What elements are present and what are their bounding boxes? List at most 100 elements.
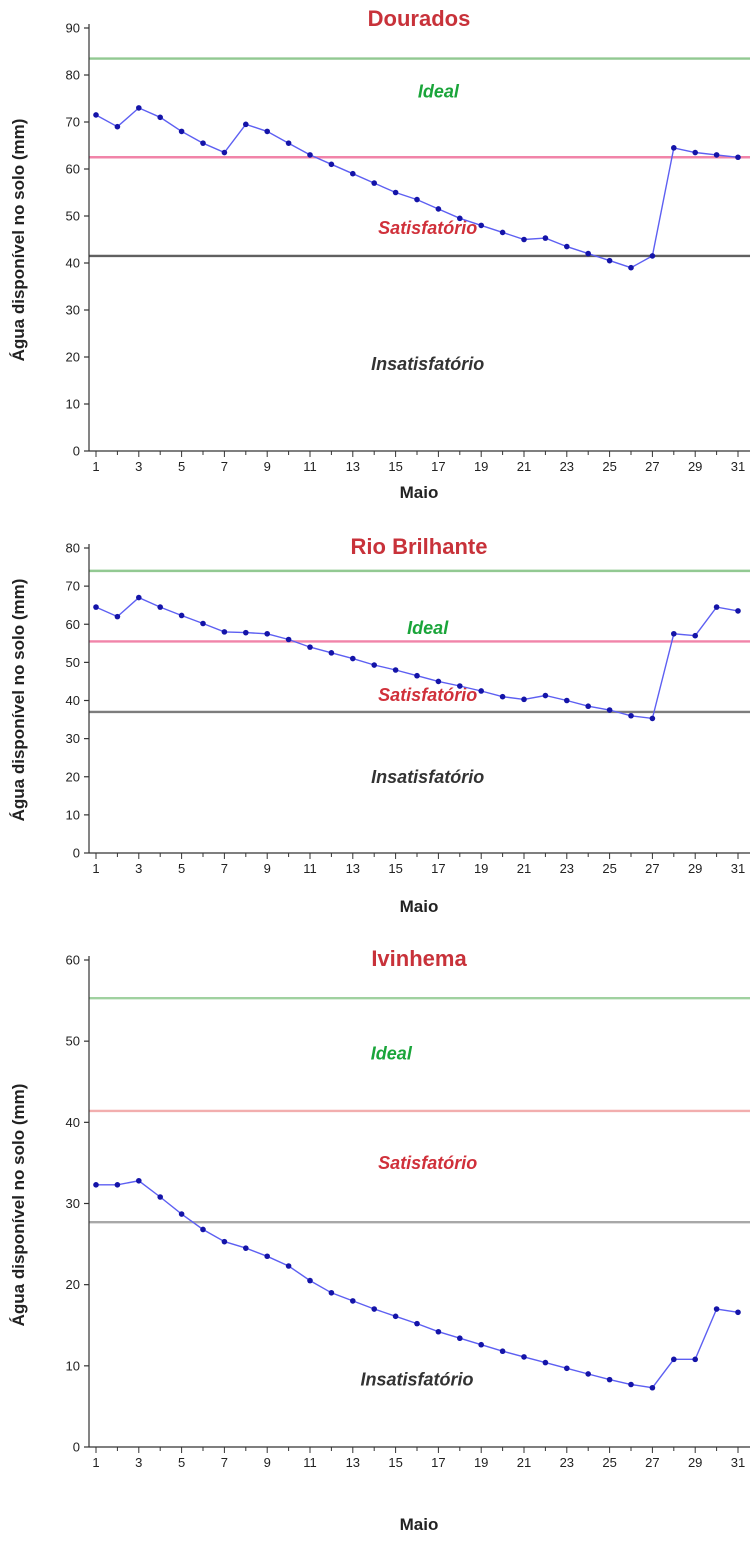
y-tick-label: 20 (66, 350, 80, 365)
data-point (221, 149, 228, 156)
data-point (307, 1277, 313, 1284)
x-tick-label: 7 (221, 1455, 228, 1470)
data-point (114, 613, 121, 620)
x-tick-label: 17 (431, 861, 445, 876)
zone-label-ideal: Ideal (371, 1043, 413, 1063)
data-point (392, 1313, 399, 1320)
x-axis-label: Maio (400, 483, 439, 502)
data-point (649, 1384, 656, 1391)
data-point (328, 650, 335, 656)
y-tick-label: 50 (66, 209, 80, 224)
x-tick-label: 13 (346, 459, 360, 474)
y-tick-label: 40 (66, 693, 80, 708)
x-tick-label: 23 (560, 459, 574, 474)
data-point (521, 1354, 527, 1360)
data-point (264, 1253, 271, 1260)
x-tick-label: 19 (474, 459, 488, 474)
data-point (521, 236, 527, 243)
data-point (285, 636, 292, 643)
data-point (457, 215, 463, 222)
data-point (606, 707, 613, 713)
data-point (307, 644, 313, 650)
data-point (221, 1238, 228, 1245)
chart-title: Dourados (368, 6, 471, 31)
data-point (350, 170, 356, 177)
x-tick-label: 3 (135, 459, 142, 474)
data-point (692, 149, 698, 156)
y-tick-label: 80 (66, 541, 80, 556)
data-point (414, 1320, 420, 1327)
y-tick-label: 90 (66, 21, 80, 36)
data-point (285, 1263, 292, 1269)
data-point (414, 672, 420, 679)
data-point (649, 253, 656, 259)
data-point (200, 1226, 206, 1233)
x-tick-label: 9 (264, 861, 271, 876)
data-point (671, 630, 677, 637)
zone-label-satisfatrio: Satisfatório (378, 1153, 477, 1173)
x-tick-label: 5 (178, 459, 185, 474)
data-point (671, 145, 677, 151)
data-point (392, 667, 399, 673)
y-tick-label: 30 (66, 303, 80, 318)
y-tick-label: 80 (66, 68, 80, 83)
data-point (371, 662, 378, 668)
x-tick-label: 29 (688, 861, 702, 876)
data-point (713, 152, 720, 158)
data-point (564, 1365, 570, 1372)
data-point (178, 128, 185, 135)
data-point (692, 632, 698, 639)
data-point (692, 1356, 698, 1363)
y-tick-label: 20 (66, 769, 80, 784)
data-point (671, 1356, 677, 1363)
x-tick-label: 23 (560, 861, 574, 876)
x-tick-label: 11 (303, 861, 317, 876)
y-tick-label: 60 (66, 617, 80, 632)
x-tick-label: 21 (517, 459, 531, 474)
data-point (93, 604, 99, 610)
data-point (157, 604, 163, 610)
y-tick-label: 40 (66, 256, 80, 271)
x-tick-label: 25 (602, 459, 616, 474)
x-tick-label: 5 (178, 1455, 185, 1470)
zone-label-insatisfatrio: Insatisfatório (360, 1370, 473, 1390)
x-axis-label: Maio (400, 1515, 439, 1534)
x-tick-label: 11 (303, 1455, 317, 1470)
y-tick-label: 70 (66, 579, 80, 594)
data-point (478, 1341, 485, 1348)
x-tick-label: 19 (474, 861, 488, 876)
data-point (264, 630, 271, 637)
data-point (136, 105, 142, 111)
x-tick-label: 23 (560, 1455, 574, 1470)
data-point (136, 594, 142, 601)
data-point (350, 1298, 356, 1304)
y-tick-label: 10 (66, 807, 80, 822)
data-point (243, 629, 249, 636)
data-point (93, 1182, 99, 1188)
x-tick-label: 27 (645, 459, 659, 474)
data-point (136, 1177, 142, 1184)
data-point (371, 1306, 378, 1312)
x-axis-label: Maio (400, 897, 439, 916)
x-tick-label: 27 (645, 861, 659, 876)
x-tick-label: 1 (92, 1455, 99, 1470)
x-tick-label: 3 (135, 1455, 142, 1470)
x-tick-label: 7 (221, 861, 228, 876)
data-point (478, 222, 485, 229)
x-tick-label: 5 (178, 861, 185, 876)
data-point (713, 604, 720, 610)
data-point (200, 620, 206, 627)
data-point (114, 123, 121, 130)
y-tick-label: 0 (73, 1440, 80, 1455)
data-point (628, 712, 634, 719)
y-tick-label: 70 (66, 115, 80, 130)
data-point (328, 161, 335, 168)
x-tick-label: 9 (264, 1455, 271, 1470)
data-point (499, 229, 506, 236)
zone-label-ideal: Ideal (407, 618, 449, 638)
y-tick-label: 10 (66, 397, 80, 412)
x-tick-label: 29 (688, 459, 702, 474)
data-point (499, 1348, 506, 1355)
x-tick-label: 21 (517, 1455, 531, 1470)
